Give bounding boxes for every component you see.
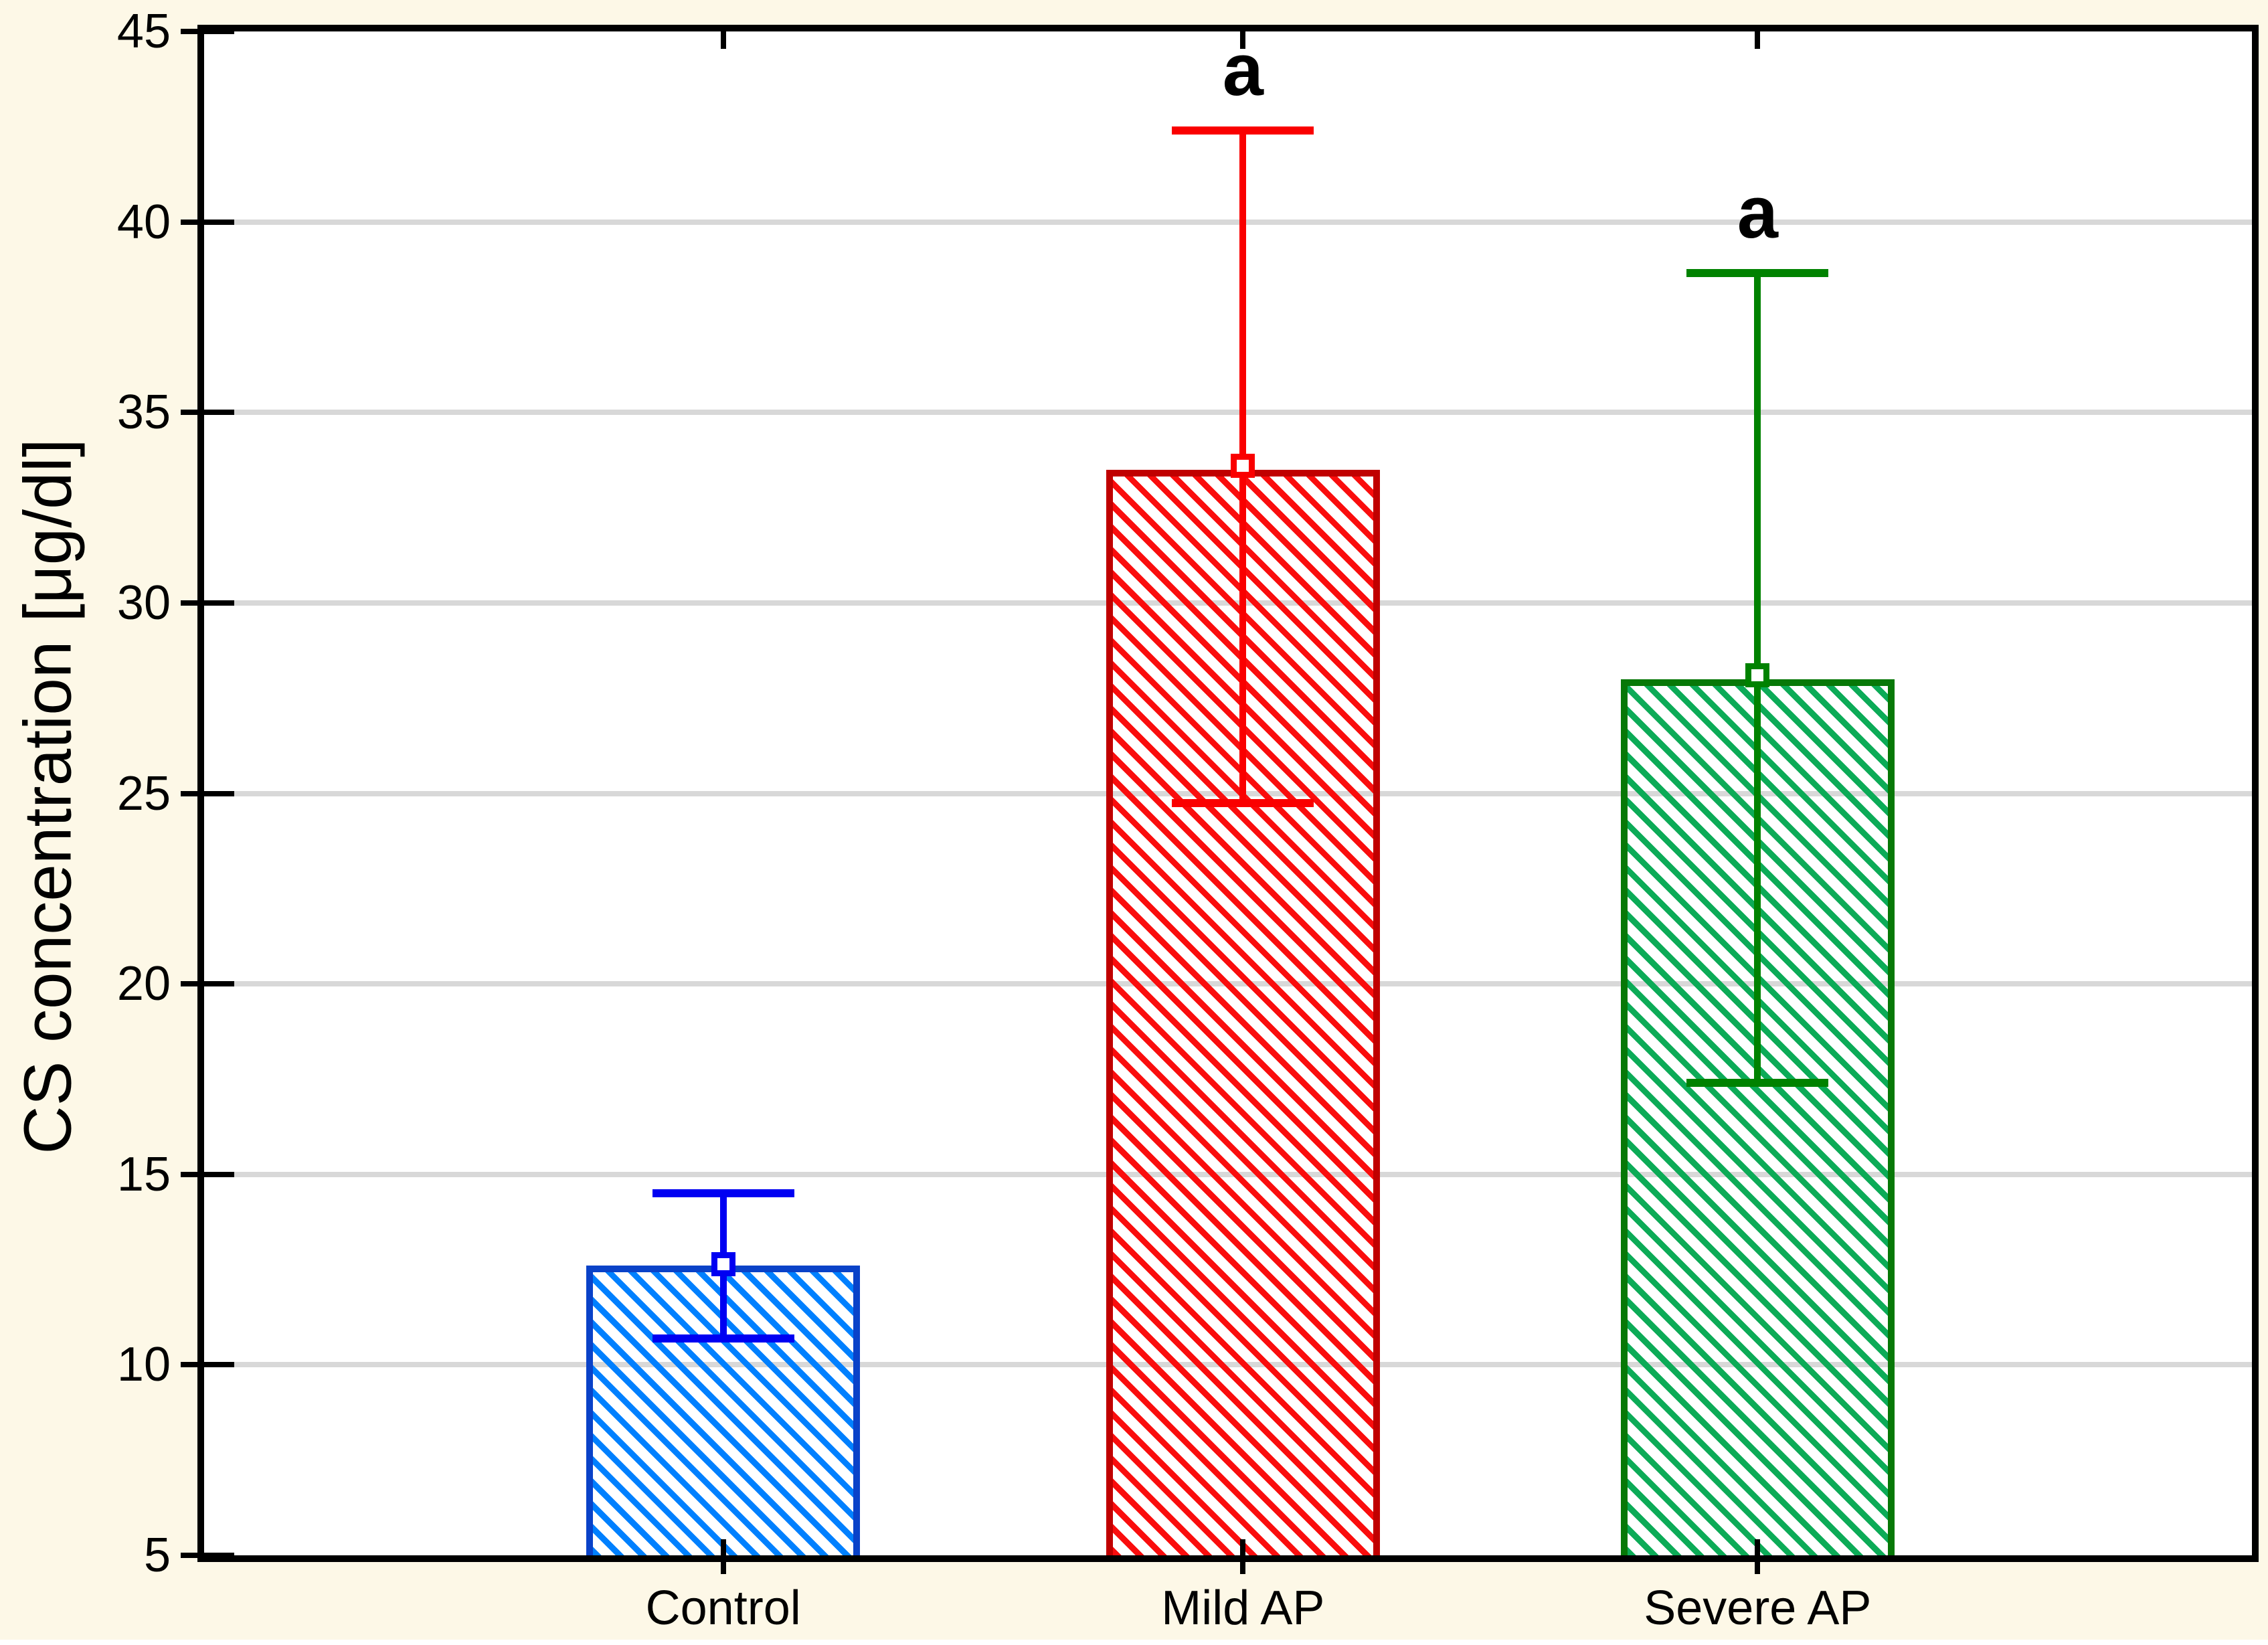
y-axis-tick [181, 1553, 234, 1558]
x-axis-label-severe-ap: Severe AP [1644, 1581, 1872, 1635]
y-axis-tick [181, 600, 234, 606]
y-tick-label: 20 [116, 957, 171, 1011]
error-bar-cap-upper-severe-ap [1686, 269, 1829, 278]
significance-label-severe-ap: a [1737, 171, 1778, 254]
y-tick-label: 10 [116, 1338, 171, 1392]
y-tick-label: 35 [116, 385, 171, 440]
y-tick-label: 45 [116, 5, 171, 58]
error-bar-cap-lower-control [652, 1334, 794, 1343]
x-axis-tick-bottom [1755, 1539, 1761, 1574]
x-axis-label-control: Control [645, 1581, 801, 1635]
y-axis-tick [181, 1362, 234, 1368]
y-axis-tick [181, 410, 234, 416]
mean-marker-control [711, 1251, 735, 1276]
y-tick-label: 5 [143, 1529, 171, 1582]
y-axis-tick [181, 219, 234, 225]
y-axis-tick [181, 981, 234, 987]
x-axis-tick-top [1240, 31, 1246, 49]
x-axis-tick-bottom [1240, 1539, 1246, 1574]
x-axis-tick-bottom [720, 1539, 726, 1574]
y-tick-label: 40 [116, 195, 171, 249]
y-axis-tick [181, 1171, 234, 1177]
y-axis-tick [181, 29, 234, 34]
y-axis-tick [181, 790, 234, 796]
x-axis-tick-top [1755, 31, 1761, 49]
mean-marker-severe-ap [1745, 663, 1770, 688]
x-axis-label-mild-ap: Mild AP [1161, 1581, 1325, 1635]
y-tick-label: 30 [116, 576, 171, 630]
x-axis-tick-top [720, 31, 726, 49]
error-bar-cap-lower-mild-ap [1172, 798, 1314, 807]
error-bar-cap-upper-mild-ap [1172, 126, 1314, 135]
error-bar-cap-upper-control [652, 1189, 794, 1198]
gridline [204, 219, 2252, 225]
y-tick-label: 15 [116, 1147, 171, 1201]
bar-control [586, 1266, 861, 1555]
error-bar-cap-lower-severe-ap [1686, 1079, 1829, 1088]
gridline [204, 410, 2252, 416]
mean-marker-mild-ap [1231, 453, 1255, 478]
y-tick-label: 25 [116, 766, 171, 820]
